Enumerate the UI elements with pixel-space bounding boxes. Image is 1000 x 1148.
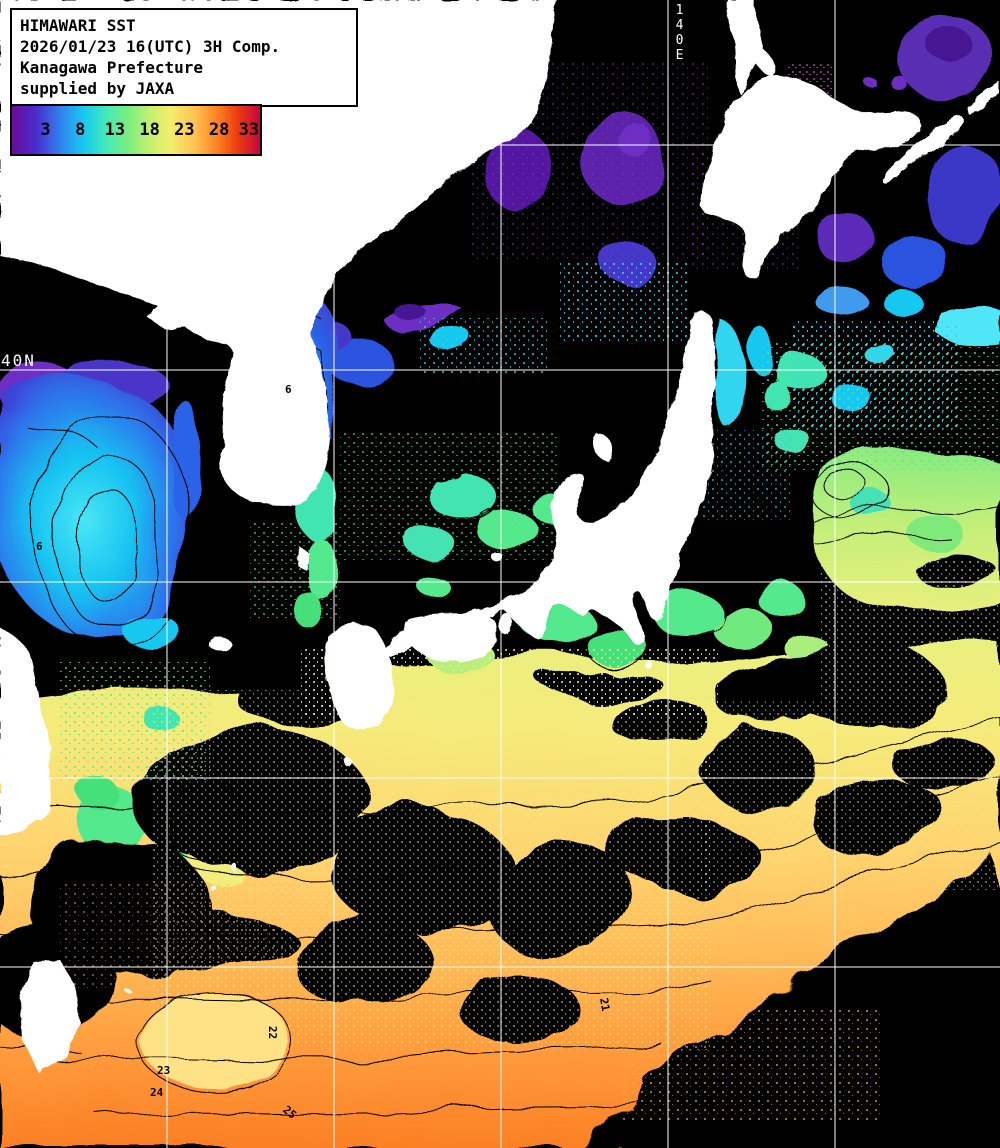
land-hokkaido [700, 76, 921, 279]
product-datetime: 2026/01/23 16(UTC) 3H Comp. [20, 37, 281, 56]
contour-label: 6 [285, 383, 292, 396]
legend-tick: 18 [139, 120, 160, 140]
land-tsushima [298, 546, 308, 570]
contour-label: 21 [597, 996, 613, 1013]
land-shikoku [404, 613, 498, 663]
legend-tick: 3 [40, 120, 51, 140]
product-credit: supplied by JAXA [20, 79, 175, 98]
contour-label: 23 [157, 1064, 171, 1077]
land-awaji [499, 613, 513, 635]
longitude-grid-label: 140E [672, 3, 687, 63]
legend-tick: 13 [104, 120, 126, 140]
contour-label: 24 [150, 1086, 164, 1099]
land-islet-koshiki [344, 758, 352, 766]
legend-tick: 33 [238, 120, 260, 140]
land-taiwan [20, 960, 80, 1074]
land-sado [592, 433, 614, 461]
color-scale-legend: 3 8 13 18 23 28 33 [10, 104, 262, 156]
product-title: HIMAWARI SST [20, 16, 136, 35]
land-kunashiri [882, 116, 964, 184]
contour-label: 6 [36, 540, 43, 553]
land-oki [491, 553, 503, 561]
land-islet-yaeyama [125, 989, 131, 993]
sst-field-yellow-sea [0, 376, 199, 648]
land-islet-amami [230, 862, 236, 870]
latitude-grid-label: 40N [1, 351, 36, 370]
sst-speckles [60, 60, 1000, 1120]
land-sakhalin [728, 0, 776, 94]
land-china-coast [0, 628, 52, 836]
land-islet-tokara [211, 886, 217, 892]
land-islet-izu-oshima [644, 660, 652, 668]
legend-tick: 8 [75, 120, 86, 140]
legend-tick: 28 [208, 120, 230, 140]
legend-tick: 23 [174, 120, 195, 140]
land-kuril [966, 82, 1000, 114]
product-region: Kanagawa Prefecture [20, 58, 204, 77]
contour-label: 22 [266, 1025, 280, 1040]
land-jeju [209, 637, 231, 651]
land-kyushu [325, 623, 393, 731]
info-box: HIMAWARI SST 2026/01/23 16(UTC) 3H Comp.… [10, 8, 358, 107]
land-honshu [378, 311, 716, 660]
